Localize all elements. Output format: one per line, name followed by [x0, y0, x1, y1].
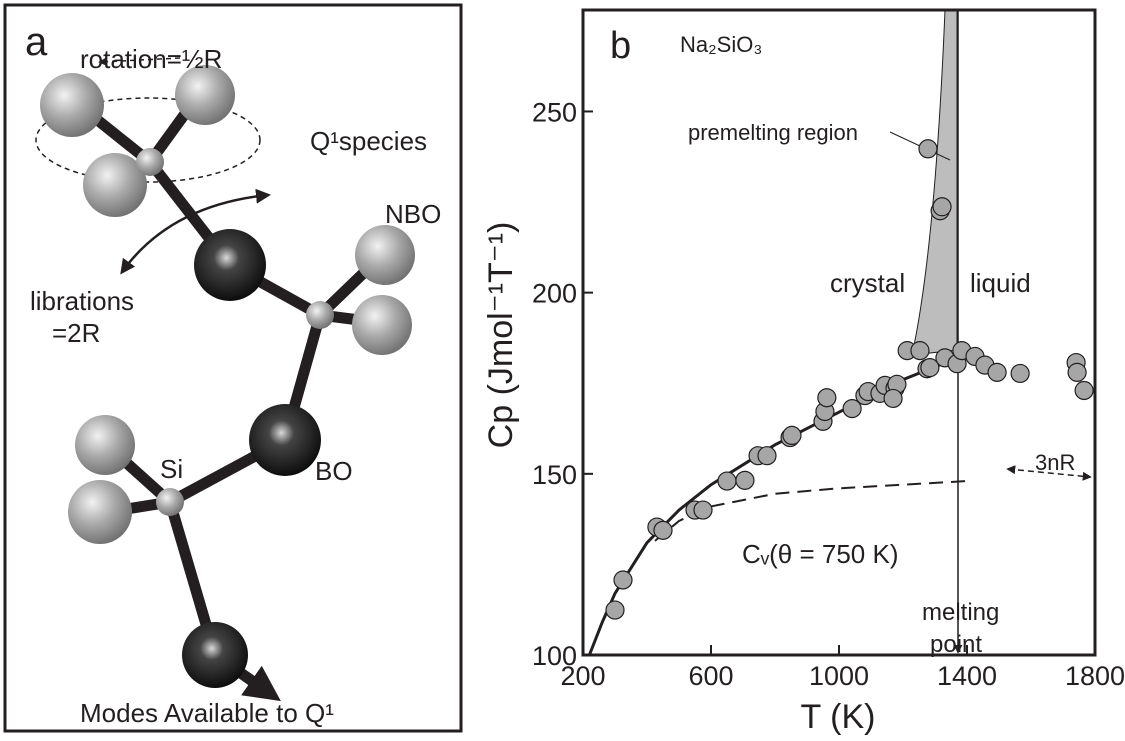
data-point [718, 472, 736, 490]
data-point [736, 471, 754, 489]
x-tick-label: 600 [688, 661, 733, 691]
x-tick-label: 1800 [1065, 661, 1125, 691]
data-point [1011, 364, 1029, 382]
liquid-label: liquid [970, 268, 1031, 298]
compound: Na₂SiO₃ [680, 32, 762, 57]
data-point [818, 389, 836, 407]
y-tick-label: 100 [532, 641, 577, 671]
panel-label: a [25, 20, 48, 64]
data-point [1075, 381, 1093, 399]
x-tick-label: 1400 [937, 661, 997, 691]
page: {"panel_a": {"label": "a", "rotation": "… [0, 0, 1125, 741]
premelting-label: premelting region [688, 120, 858, 145]
x-tick-label: 1000 [809, 661, 869, 691]
crystal-label: crystal [830, 268, 905, 298]
data-point [614, 571, 632, 589]
y-axis-label: Cp (Jmol⁻¹T⁻¹) [482, 222, 520, 449]
atoms [40, 65, 415, 688]
data-point [654, 521, 672, 539]
data-point [783, 426, 801, 444]
data-point [606, 601, 624, 619]
y-tick-label: 150 [532, 460, 577, 490]
data-point [1068, 363, 1086, 381]
librations-value: =2R [52, 318, 100, 348]
caption: Modes Available to Q¹ [80, 698, 334, 728]
melting-label: melting [922, 599, 999, 626]
nbo-label: NBO [385, 199, 441, 229]
data-point [884, 389, 902, 407]
y-tick-label: 250 [532, 97, 577, 127]
si-label: Si [160, 454, 183, 484]
bo-label: BO [315, 456, 353, 486]
panel-a: a rotation=½R Q¹species NBO librations =… [5, 5, 461, 731]
data-point [758, 447, 776, 465]
figure: a rotation=½R Q¹species NBO librations =… [0, 0, 1125, 736]
rotation-label: rotation=½R [80, 44, 222, 74]
data-point [911, 342, 929, 360]
three-nr-label: 3nR [1035, 450, 1075, 475]
x-axis-label: T (K) [801, 698, 876, 736]
y-tick-label: 200 [532, 279, 577, 309]
curve [589, 358, 957, 655]
librations-label: librations [30, 286, 134, 316]
data-point [919, 140, 937, 158]
data-point [988, 363, 1006, 381]
premelting-area [912, 10, 957, 355]
data-point [694, 501, 712, 519]
panel-label: b [610, 25, 631, 67]
cv-label: Cᵥ(θ = 750 K) [742, 539, 898, 569]
species-label: Q¹species [310, 126, 427, 156]
data-point [933, 198, 951, 216]
